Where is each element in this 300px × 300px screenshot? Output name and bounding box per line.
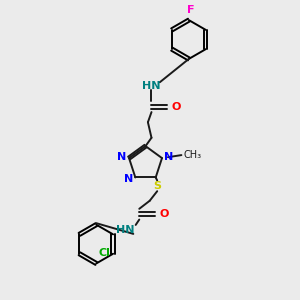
Text: HN: HN bbox=[116, 225, 134, 235]
Text: F: F bbox=[187, 5, 194, 15]
Text: O: O bbox=[172, 102, 181, 112]
Text: CH₃: CH₃ bbox=[184, 150, 202, 160]
Text: HN: HN bbox=[142, 81, 161, 91]
Text: N: N bbox=[124, 174, 133, 184]
Text: N: N bbox=[164, 152, 174, 162]
Text: O: O bbox=[159, 209, 169, 219]
Text: S: S bbox=[153, 181, 161, 191]
Text: N: N bbox=[117, 152, 127, 162]
Text: Cl: Cl bbox=[98, 248, 110, 258]
